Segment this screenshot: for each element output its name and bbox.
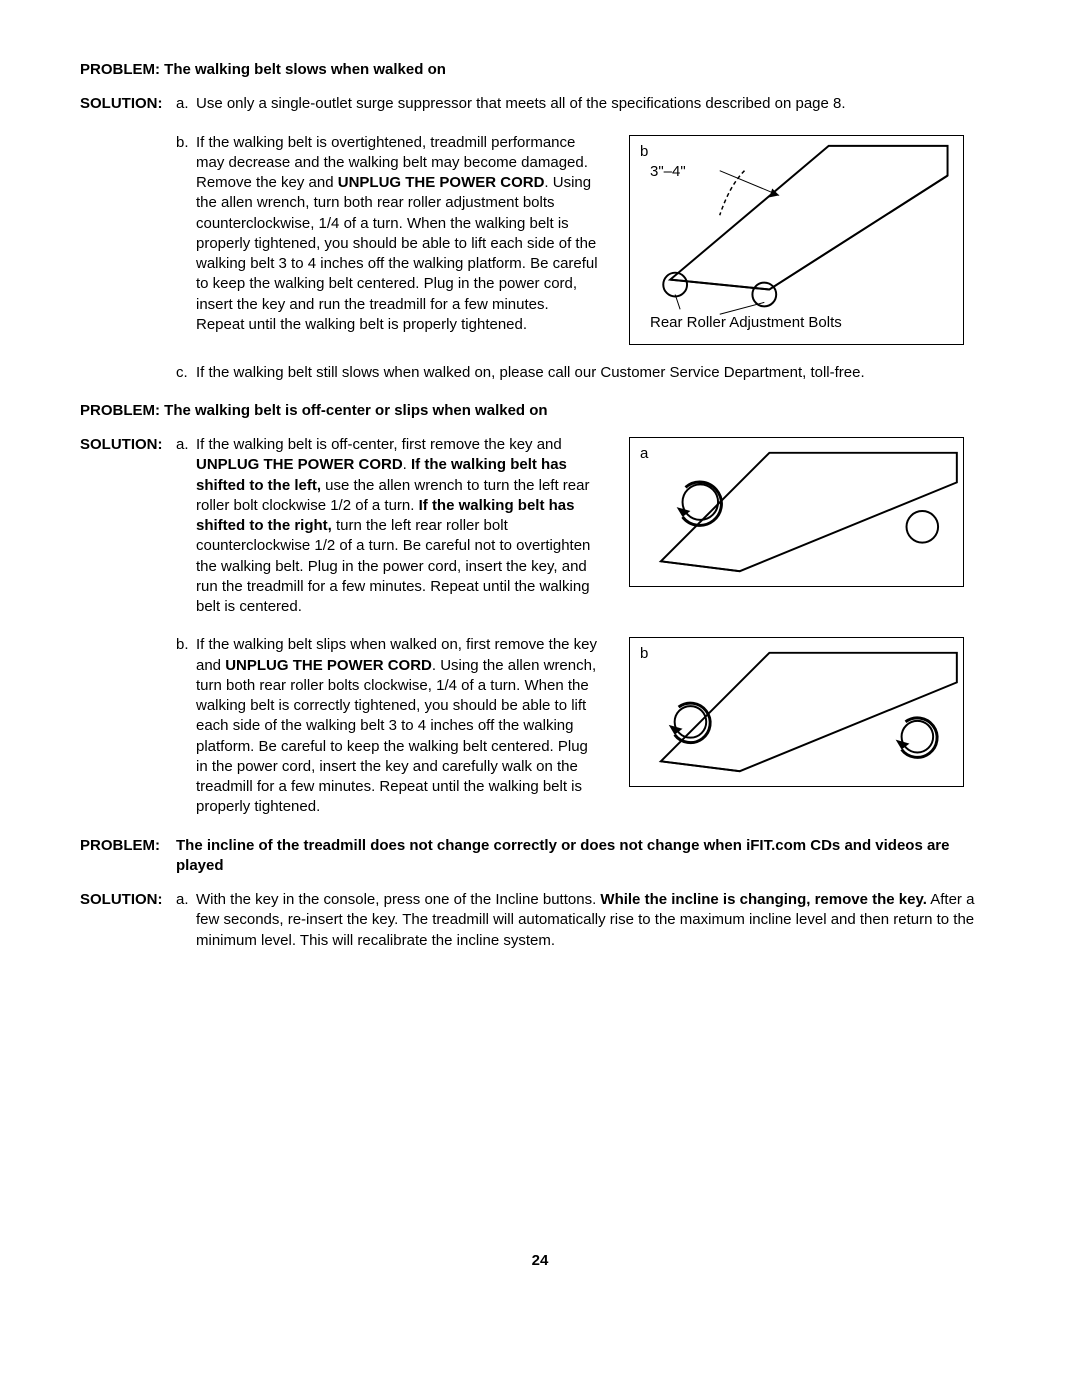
problem-label: PROBLEM:	[80, 402, 160, 419]
roller-adjust-b-icon	[630, 638, 963, 786]
item-letter: a.	[176, 890, 196, 910]
solution-1a: SOLUTION: a. Use only a single-outlet su…	[80, 94, 1000, 114]
solution-2a: SOLUTION: a. If the walking belt is off-…	[80, 435, 1000, 617]
problem-3-title: The incline of the treadmill does not ch…	[176, 836, 1000, 877]
solution-2b: b. If the walking belt slips when walked…	[80, 635, 1000, 817]
problem-3-heading: PROBLEM: The incline of the treadmill do…	[80, 836, 1000, 877]
item-letter: a.	[176, 94, 196, 114]
problem-1-title: The walking belt slows when walked on	[164, 61, 446, 78]
solution-1b: b. If the walking belt is overtightened,…	[80, 133, 1000, 345]
item-letter: a.	[176, 435, 196, 455]
item-letter: c.	[176, 363, 196, 383]
solution-1c: c. If the walking belt still slows when …	[80, 363, 1000, 383]
solution-1a-text: Use only a single-outlet surge suppresso…	[196, 94, 1000, 114]
solution-1b-text: If the walking belt is overtightened, tr…	[196, 133, 601, 336]
page-number: 24	[80, 1251, 1000, 1271]
problem-section-2: PROBLEM: The walking belt is off-center …	[80, 401, 1000, 818]
figure-1b: b 3"–4" Rear Roller Adjustment Bolts	[629, 135, 964, 345]
solution-3a-text: With the key in the console, press one o…	[196, 890, 1000, 951]
solution-2b-text: If the walking belt slips when walked on…	[196, 635, 601, 817]
problem-label: PROBLEM:	[80, 61, 160, 78]
solution-2a-text: If the walking belt is off-center, first…	[196, 435, 601, 617]
problem-1-heading: PROBLEM: The walking belt slows when wal…	[80, 60, 1000, 80]
solution-1c-text: If the walking belt still slows when wal…	[196, 363, 1000, 383]
solution-label: SOLUTION:	[80, 95, 163, 112]
solution-label: SOLUTION:	[80, 891, 163, 908]
roller-adjust-a-icon	[630, 438, 963, 586]
item-letter: b.	[176, 133, 196, 153]
solution-label: SOLUTION:	[80, 436, 163, 453]
problem-2-heading: PROBLEM: The walking belt is off-center …	[80, 401, 1000, 421]
problem-section-3: PROBLEM: The incline of the treadmill do…	[80, 836, 1000, 951]
figure-2a: a	[629, 437, 964, 587]
solution-3a: SOLUTION: a. With the key in the console…	[80, 890, 1000, 951]
item-letter: b.	[176, 635, 196, 655]
problem-label: PROBLEM:	[80, 837, 160, 854]
problem-2-title: The walking belt is off-center or slips …	[164, 402, 547, 419]
figure-2b: b	[629, 637, 964, 787]
treadmill-rear-icon	[630, 136, 963, 344]
problem-section-1: PROBLEM: The walking belt slows when wal…	[80, 60, 1000, 383]
